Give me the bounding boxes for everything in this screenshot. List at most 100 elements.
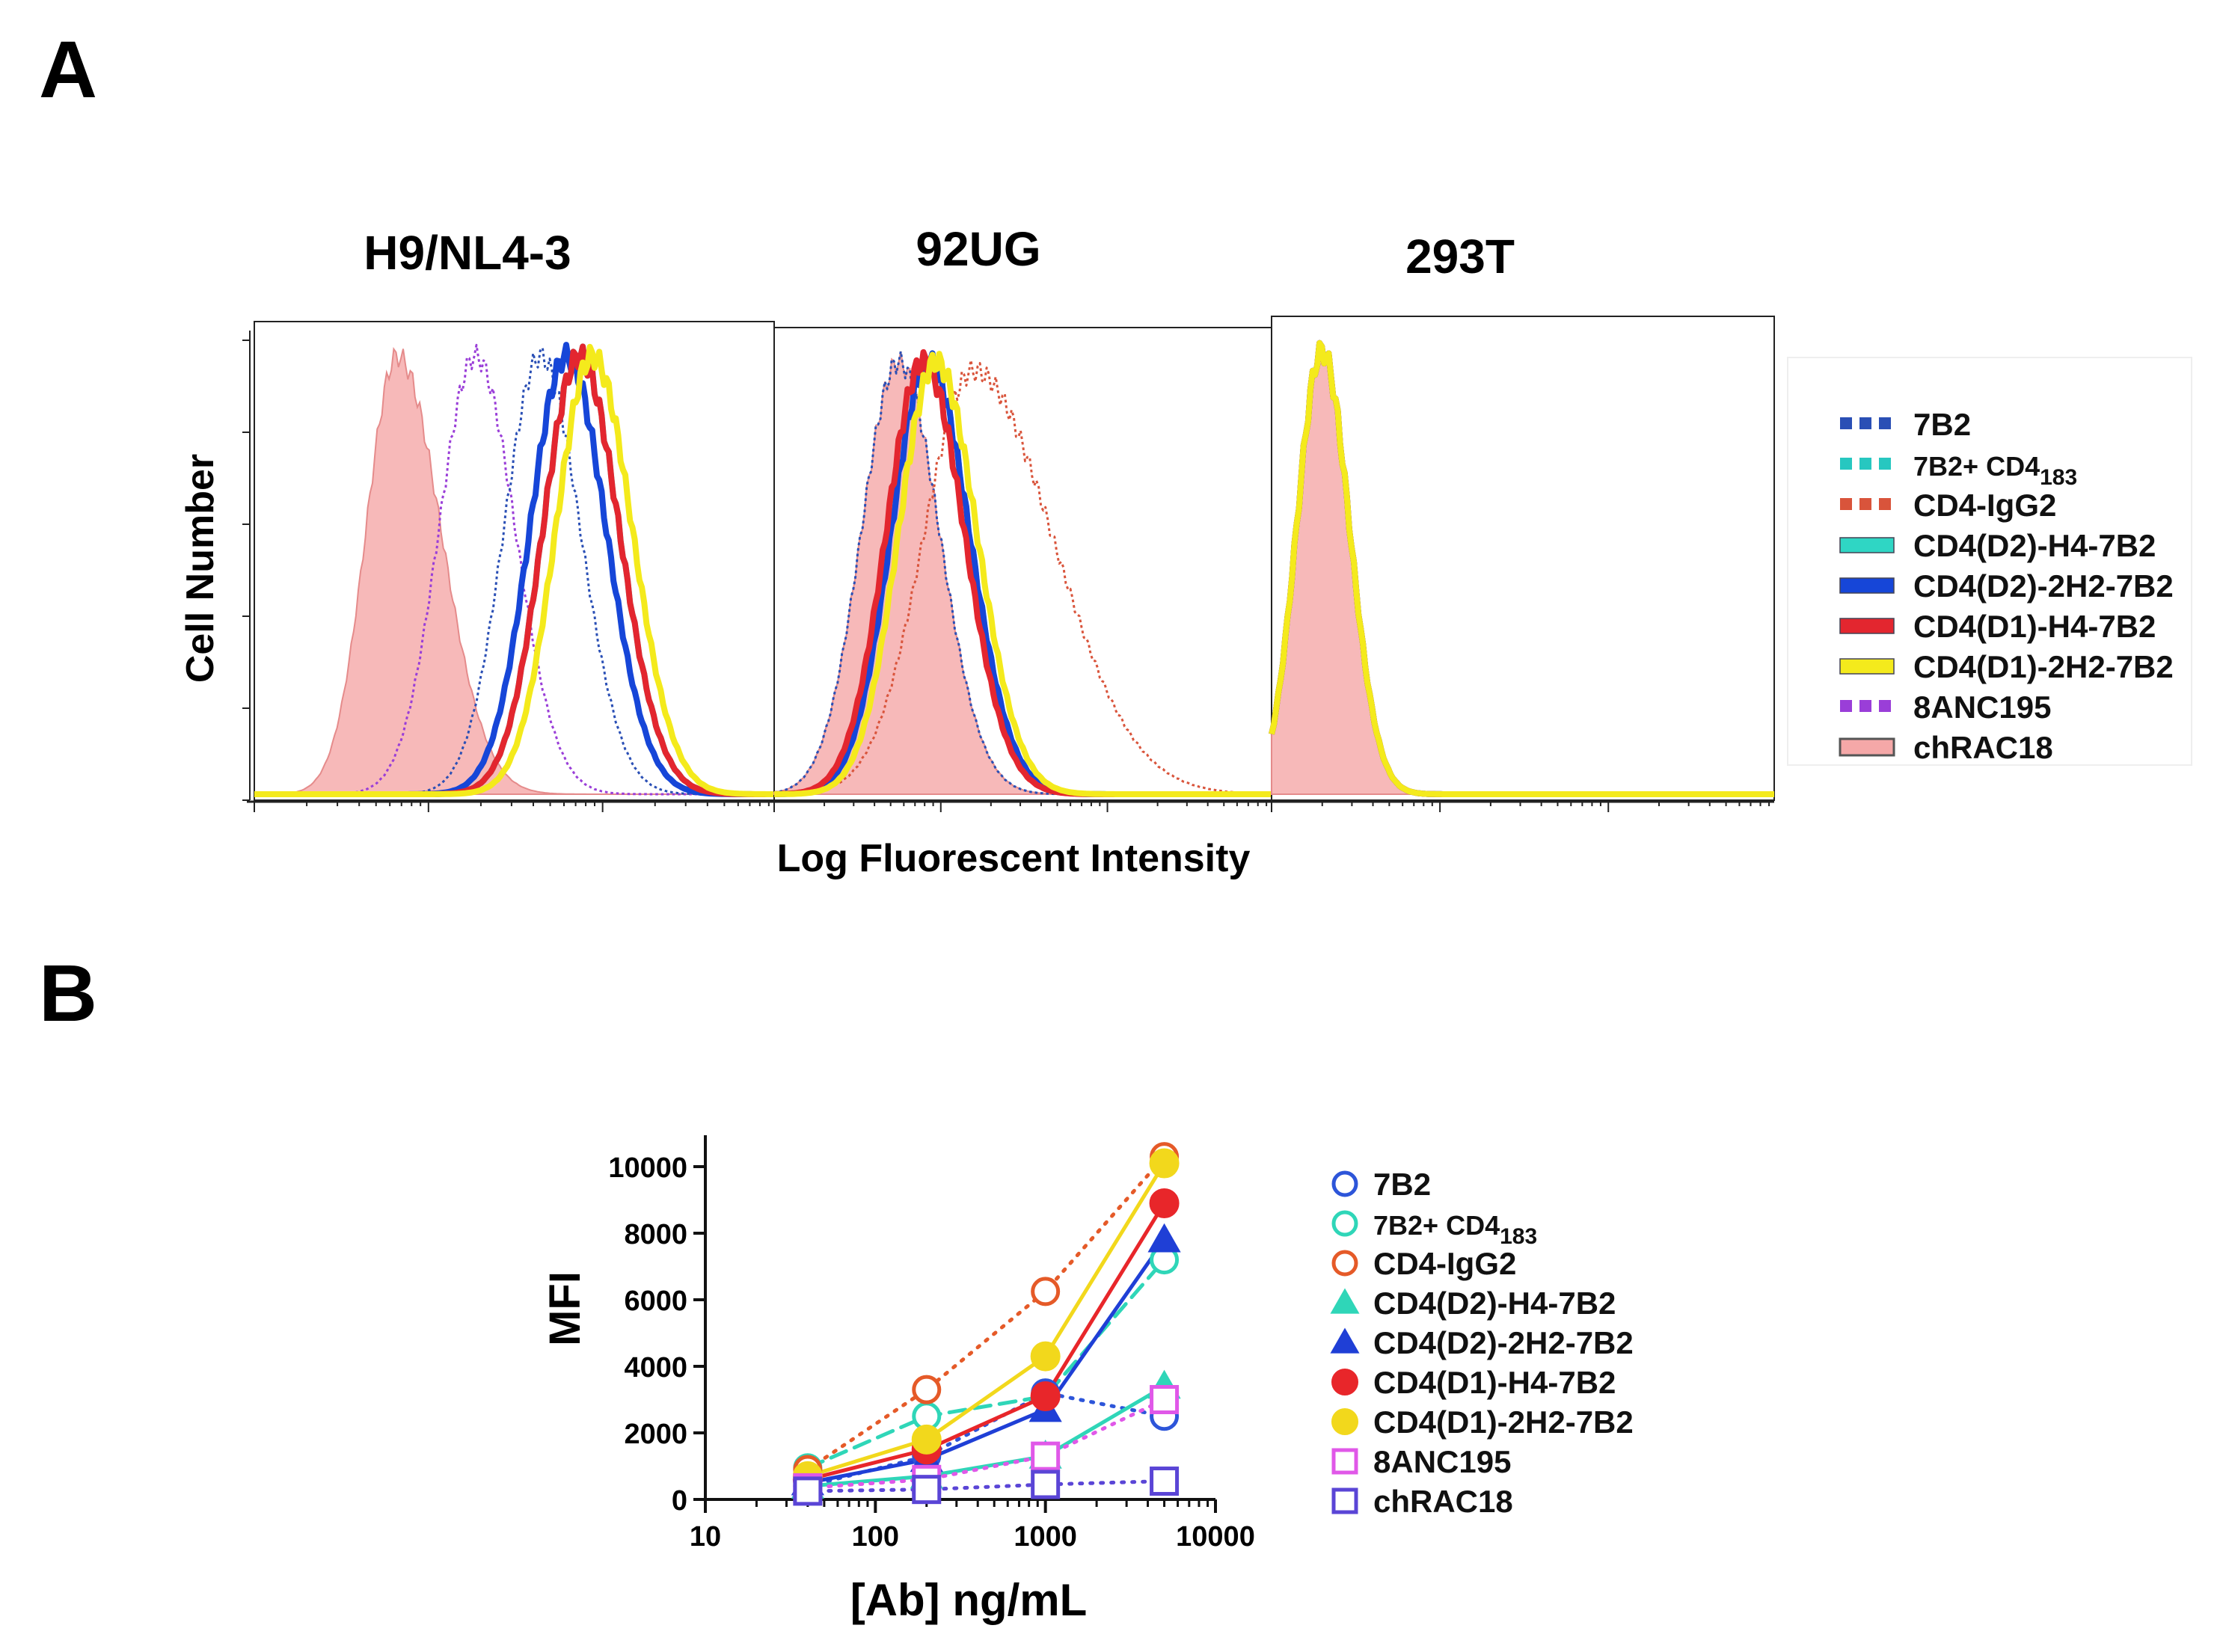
legend-b-swatch: [1330, 1327, 1360, 1354]
legend-b-swatch: [1331, 1210, 1358, 1237]
legend-a-item: CD4-IgG2: [1840, 488, 2056, 523]
mfi-series-line: [806, 1155, 1167, 1472]
legend-a-swatch: [1839, 737, 1895, 757]
legend-a-label: chRAC18: [1913, 730, 2053, 765]
mfi-data-point: [1150, 1385, 1180, 1414]
legend-b-swatch: [1331, 1250, 1358, 1277]
mfi-chart-ylabel: MFI: [541, 1271, 589, 1346]
legend-b-swatch: [1331, 1170, 1358, 1197]
legend-a-swatch: [1840, 498, 1852, 510]
legend-b-label: CD4-IgG2: [1373, 1246, 1516, 1281]
legend-b-item: chRAC18: [1331, 1484, 1513, 1519]
legend-a-swatch: [1840, 417, 1852, 429]
mfi-series-line: [806, 1238, 1167, 1485]
legend-b-swatch: [1331, 1408, 1358, 1435]
mfi-y-tick-label: 10000: [608, 1152, 687, 1184]
mfi-markers-CD4(D2)-2H2-7B2: [791, 1223, 1181, 1496]
mfi-y-tick-label: 2000: [624, 1419, 687, 1450]
legend-a-label: CD4(D2)-H4-7B2: [1913, 528, 2156, 563]
histogram-series-CD4(D1)-2H2-7B2: [773, 351, 1272, 797]
mfi-data-point: [1030, 1341, 1061, 1372]
legend-b-item: CD4(D2)-2H2-7B2: [1330, 1325, 1634, 1360]
histogram-title-293t: 293T: [1405, 230, 1515, 283]
legend-a-swatch: [1859, 498, 1871, 510]
mfi-series-CD4-IgG2: [806, 1155, 1167, 1472]
histogram-series-CD4(D1)-2H2-7B2: [254, 343, 775, 797]
legend-b-item: CD4-IgG2: [1331, 1246, 1516, 1281]
mfi-data-point: [1031, 1470, 1061, 1499]
mfi-data-point: [1030, 1381, 1061, 1412]
histogram-panel-1: [767, 327, 1272, 812]
legend-b-item: CD4(D2)-H4-7B2: [1330, 1286, 1616, 1321]
mfi-series-line: [806, 1398, 1167, 1490]
legend-b-swatch: [1331, 1487, 1358, 1514]
mfi-data-point: [1031, 1277, 1061, 1306]
legend-a-item: 8ANC195: [1840, 690, 2051, 725]
legend-a-swatch: [1839, 658, 1895, 675]
legend-a-item: chRAC18: [1839, 730, 2053, 765]
legend-a-swatch: [1859, 700, 1871, 712]
mfi-series-8ANC195: [806, 1398, 1167, 1490]
mfi-y-tick-label: 6000: [624, 1286, 687, 1317]
legend-b-swatch: [1330, 1288, 1360, 1314]
legend-a-label: CD4(D1)-2H2-7B2: [1913, 649, 2174, 684]
legend-b-item: CD4(D1)-H4-7B2: [1331, 1365, 1616, 1400]
legend-b-swatch: [1331, 1448, 1358, 1475]
legend-b-label: CD4(D1)-H4-7B2: [1373, 1365, 1616, 1400]
legend-b-item: CD4(D1)-2H2-7B2: [1331, 1404, 1634, 1440]
mfi-x-tick-label: 1000: [1014, 1521, 1077, 1553]
histogram-panel-2: [1264, 316, 1775, 812]
legend-a-swatch: [1859, 417, 1871, 429]
mfi-series-line: [806, 1258, 1167, 1470]
legend-a-swatch: [1840, 700, 1852, 712]
legend-a-swatch: [1879, 498, 1891, 510]
legend-a-swatch: [1879, 417, 1891, 429]
legend-b-label: CD4(D2)-2H2-7B2: [1373, 1325, 1634, 1360]
mfi-series-7B2+ CD4: [806, 1258, 1167, 1470]
panel-a-xlabel: Log Fluorescent Intensity: [777, 837, 1251, 880]
panel-b-label: B: [39, 948, 97, 1038]
mfi-data-point: [911, 1424, 942, 1455]
legend-a-item: CD4(D1)-H4-7B2: [1839, 609, 2156, 644]
mfi-y-tick-label: 8000: [624, 1219, 687, 1250]
legend-b-item: 8ANC195: [1331, 1444, 1511, 1479]
histogram-frame: [254, 321, 775, 801]
histogram-title-h9: H9/NL4-3: [364, 226, 571, 280]
mfi-x-tick-label: 100: [852, 1521, 899, 1553]
mfi-data-point: [1147, 1223, 1181, 1253]
legend-a-swatch: [1839, 537, 1895, 553]
legend-a-swatch: [1879, 700, 1891, 712]
mfi-y-tick-label: 0: [672, 1485, 687, 1517]
legend-a-label: 8ANC195: [1913, 690, 2051, 725]
mfi-series-CD4(D1)-2H2-7B2: [806, 1161, 1167, 1478]
mfi-x-tick-label: 10: [690, 1521, 721, 1553]
mfi-data-point: [1149, 1148, 1180, 1179]
mfi-y-tick-label: 4000: [624, 1352, 687, 1384]
mfi-data-point: [912, 1375, 942, 1404]
legend-a-label: 7B2: [1913, 407, 1971, 442]
mfi-data-point: [1031, 1441, 1061, 1471]
legend-a-swatch: [1879, 458, 1891, 470]
mfi-data-point: [1150, 1467, 1180, 1496]
mfi-series-line: [806, 1201, 1167, 1481]
histogram-group: [242, 316, 1775, 812]
mfi-series-CD4(D2)-2H2-7B2: [806, 1238, 1167, 1485]
mfi-data-point: [912, 1475, 942, 1505]
legend-b-label: 7B2: [1373, 1167, 1431, 1202]
legend-b-item: 7B2+ CD4183: [1331, 1210, 1537, 1249]
legend-b-label: 8ANC195: [1373, 1444, 1511, 1479]
legend-a-swatch: [1839, 618, 1895, 634]
legend-a-item: CD4(D2)-H4-7B2: [1839, 528, 2156, 563]
panel-a-ylabel: Cell Number: [179, 454, 222, 683]
histogram-title-92ug: 92UG: [916, 222, 1040, 276]
histogram-panel-0: [242, 321, 775, 812]
panel-a-label: A: [39, 24, 97, 114]
legend-a-item: CD4(D2)-2H2-7B2: [1839, 568, 2174, 604]
legend-a-swatch: [1859, 458, 1871, 470]
legend-b-item: 7B2: [1331, 1167, 1431, 1202]
histogram-series-CD4(D1)-2H2-7B2: [1269, 340, 1775, 797]
mfi-chart: MFI [Ab] ng/mL 0 2000 4000 6000 8000 10000 10 1…: [541, 1135, 1255, 1625]
legend-a-swatch: [1839, 577, 1895, 594]
legend-b-label: chRAC18: [1373, 1484, 1513, 1519]
